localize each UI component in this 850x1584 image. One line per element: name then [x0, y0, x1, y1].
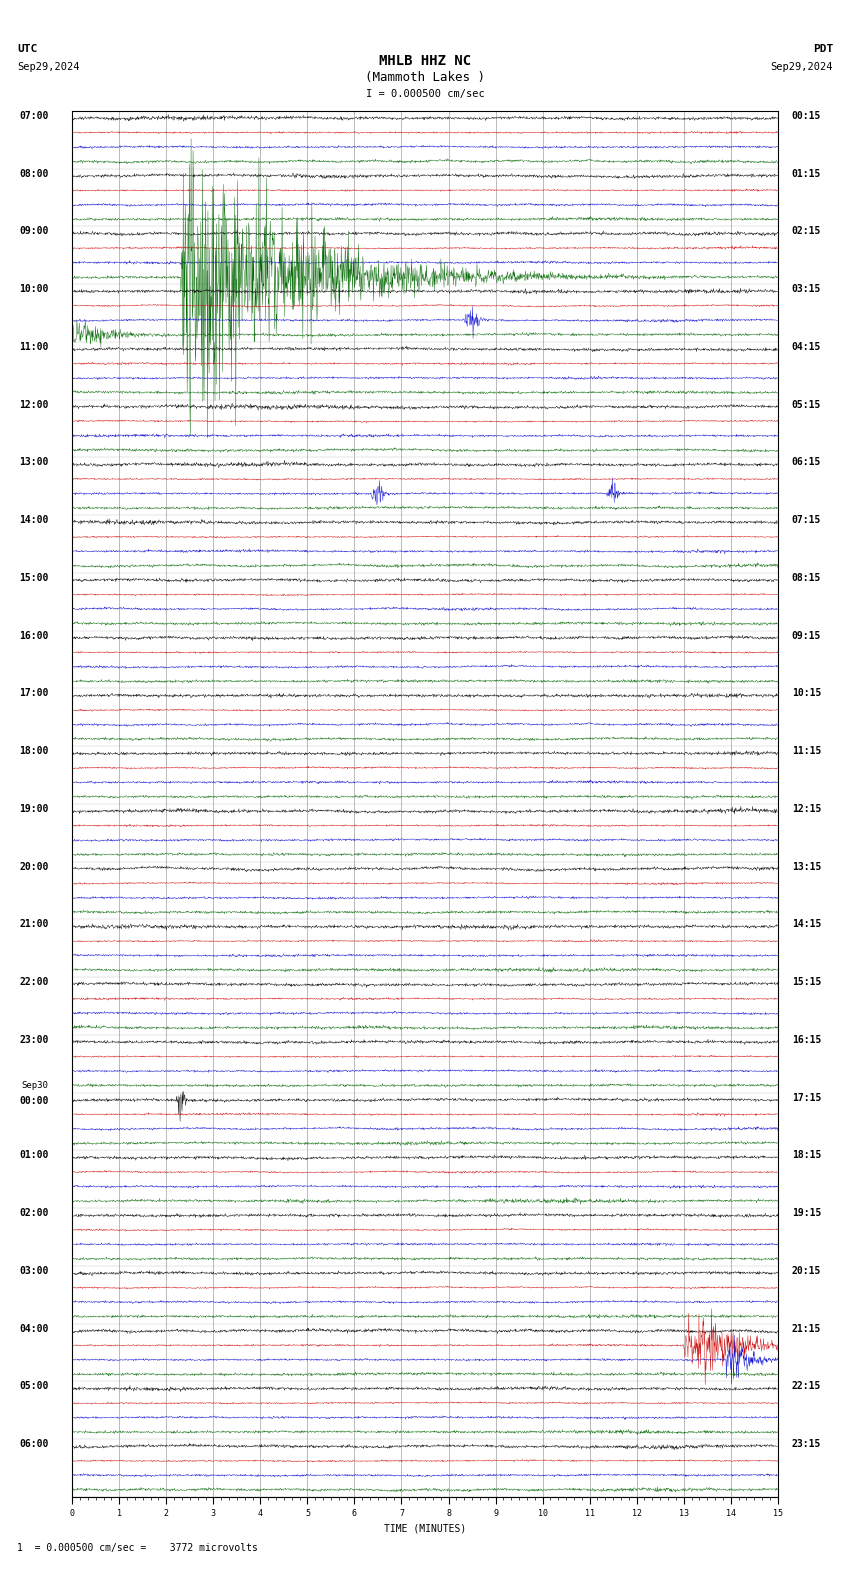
- Text: 23:15: 23:15: [792, 1440, 821, 1449]
- Text: 13:15: 13:15: [792, 862, 821, 871]
- Text: 04:15: 04:15: [792, 342, 821, 352]
- Text: 13:00: 13:00: [20, 458, 48, 467]
- Text: 02:00: 02:00: [20, 1209, 48, 1218]
- Text: 03:00: 03:00: [20, 1266, 48, 1275]
- Text: 17:15: 17:15: [792, 1093, 821, 1102]
- Text: 09:00: 09:00: [20, 227, 48, 236]
- Text: 16:00: 16:00: [20, 630, 48, 640]
- Text: 02:15: 02:15: [792, 227, 821, 236]
- Text: 14:15: 14:15: [792, 919, 821, 930]
- Text: PDT: PDT: [813, 44, 833, 54]
- Text: Sep29,2024: Sep29,2024: [770, 62, 833, 71]
- Text: (Mammoth Lakes ): (Mammoth Lakes ): [365, 71, 485, 84]
- Text: 23:00: 23:00: [20, 1034, 48, 1045]
- Text: 18:15: 18:15: [792, 1150, 821, 1161]
- Text: 20:00: 20:00: [20, 862, 48, 871]
- Text: 10:00: 10:00: [20, 284, 48, 295]
- Text: 14:00: 14:00: [20, 515, 48, 526]
- Text: I = 0.000500 cm/sec: I = 0.000500 cm/sec: [366, 89, 484, 98]
- Text: 12:15: 12:15: [792, 805, 821, 814]
- Text: Sep29,2024: Sep29,2024: [17, 62, 80, 71]
- Text: 06:15: 06:15: [792, 458, 821, 467]
- Text: 11:00: 11:00: [20, 342, 48, 352]
- Text: MHLB HHZ NC: MHLB HHZ NC: [379, 54, 471, 68]
- Text: 18:00: 18:00: [20, 746, 48, 756]
- Text: 15:15: 15:15: [792, 977, 821, 987]
- Text: 05:15: 05:15: [792, 399, 821, 410]
- Text: 20:15: 20:15: [792, 1266, 821, 1275]
- Text: 09:15: 09:15: [792, 630, 821, 640]
- Text: 12:00: 12:00: [20, 399, 48, 410]
- Text: 21:00: 21:00: [20, 919, 48, 930]
- Text: 01:15: 01:15: [792, 168, 821, 179]
- X-axis label: TIME (MINUTES): TIME (MINUTES): [384, 1524, 466, 1533]
- Text: 08:00: 08:00: [20, 168, 48, 179]
- Text: 00:15: 00:15: [792, 111, 821, 120]
- Text: 03:15: 03:15: [792, 284, 821, 295]
- Text: 08:15: 08:15: [792, 573, 821, 583]
- Text: 06:00: 06:00: [20, 1440, 48, 1449]
- Text: 10:15: 10:15: [792, 689, 821, 699]
- Text: 00:00: 00:00: [20, 1096, 48, 1106]
- Text: 19:00: 19:00: [20, 805, 48, 814]
- Text: 15:00: 15:00: [20, 573, 48, 583]
- Text: UTC: UTC: [17, 44, 37, 54]
- Text: 1  = 0.000500 cm/sec =    3772 microvolts: 1 = 0.000500 cm/sec = 3772 microvolts: [17, 1543, 258, 1552]
- Text: Sep30: Sep30: [22, 1080, 48, 1090]
- Text: 21:15: 21:15: [792, 1324, 821, 1334]
- Text: 04:00: 04:00: [20, 1324, 48, 1334]
- Text: 22:15: 22:15: [792, 1381, 821, 1391]
- Text: 19:15: 19:15: [792, 1209, 821, 1218]
- Text: 16:15: 16:15: [792, 1034, 821, 1045]
- Text: 17:00: 17:00: [20, 689, 48, 699]
- Text: 05:00: 05:00: [20, 1381, 48, 1391]
- Text: 22:00: 22:00: [20, 977, 48, 987]
- Text: 07:00: 07:00: [20, 111, 48, 120]
- Text: 11:15: 11:15: [792, 746, 821, 756]
- Text: 07:15: 07:15: [792, 515, 821, 526]
- Text: 01:00: 01:00: [20, 1150, 48, 1161]
